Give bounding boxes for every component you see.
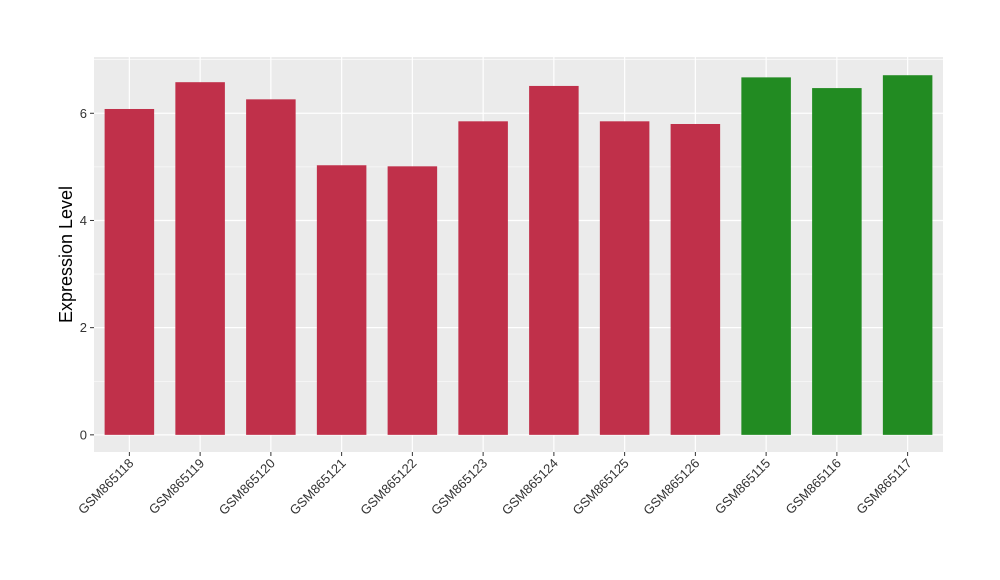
x-tick-label: GSM865121 — [287, 456, 349, 518]
x-tick-label: GSM865123 — [428, 456, 490, 518]
x-tick-label: GSM865120 — [216, 456, 278, 518]
bar — [599, 121, 650, 435]
x-tick-label: GSM865124 — [499, 456, 561, 518]
bar — [670, 123, 721, 435]
minor-gridlines — [94, 59, 943, 382]
x-tick-label: GSM865125 — [570, 456, 632, 518]
bar — [387, 166, 438, 435]
bar — [104, 108, 155, 435]
y-tick-label: 4 — [80, 213, 87, 228]
bar — [458, 121, 508, 435]
y-tick-label: 6 — [80, 106, 87, 121]
y-tick-label: 2 — [80, 320, 87, 335]
x-axis: GSM865118 GSM865119 GSM865120 GSM865121 GSM8… — [75, 452, 915, 518]
y-axis-title: Expression Level — [56, 186, 76, 323]
x-tick-label: GSM865115 — [712, 456, 774, 518]
x-tick-label: GSM865116 — [782, 456, 844, 518]
y-tick-label: 0 — [80, 427, 87, 442]
bar — [741, 77, 791, 435]
y-axis: 0 2 4 6 — [80, 106, 94, 442]
bar — [246, 99, 296, 435]
bars — [104, 75, 933, 435]
plot-panel — [94, 57, 943, 452]
bar — [882, 75, 933, 435]
bar — [316, 165, 367, 435]
x-tick-label: GSM865118 — [75, 456, 137, 518]
bar — [175, 82, 225, 435]
x-tick-label: GSM865122 — [357, 456, 419, 518]
bar — [529, 85, 579, 435]
bar — [812, 88, 862, 435]
x-tick-label: GSM865126 — [640, 456, 702, 518]
x-tick-label: GSM865117 — [853, 456, 915, 518]
x-tick-label: GSM865119 — [146, 456, 208, 518]
